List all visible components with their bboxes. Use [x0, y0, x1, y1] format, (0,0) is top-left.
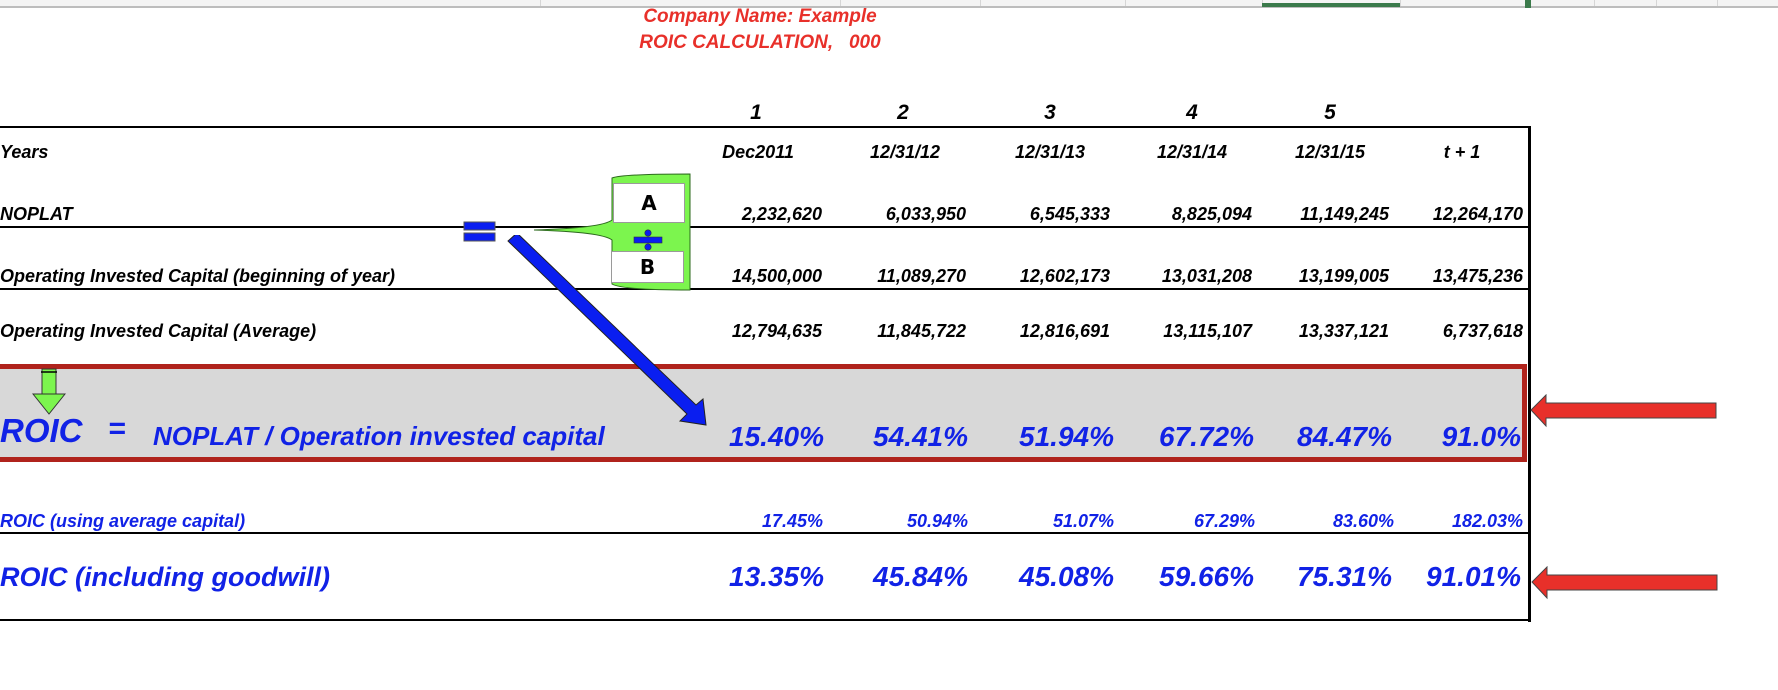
oic-average-value[interactable]: 13,115,107	[1163, 321, 1252, 341]
column-number: 4	[1186, 101, 1198, 124]
column-header-cell[interactable]	[540, 0, 841, 6]
noplat-value[interactable]: 11,149,245	[1300, 204, 1389, 224]
oic-beginning-value[interactable]: 13,475,236	[1432, 266, 1523, 286]
roic-value[interactable]: 15.40%	[729, 421, 824, 452]
roic-value[interactable]: 84.47%	[1297, 421, 1392, 452]
column-number: 5	[1324, 101, 1336, 124]
column-header-cell[interactable]	[1262, 0, 1401, 6]
oic-average-label: Operating Invested Capital (Average)	[0, 321, 317, 341]
left-arrow-icon	[1531, 565, 1721, 605]
roic-goodwill-value[interactable]: 45.08%	[1019, 561, 1114, 592]
column-header-cell[interactable]	[1125, 0, 1263, 6]
table-bottom-border	[0, 619, 1531, 621]
roic-goodwill-value[interactable]: 59.66%	[1159, 561, 1254, 592]
oic-average-value[interactable]: 12,816,691	[1019, 321, 1110, 341]
noplat-value[interactable]: 6,033,950	[885, 204, 966, 224]
roic-equals: =	[108, 412, 126, 445]
year-header: Dec2011	[722, 142, 794, 162]
roic-goodwill-value[interactable]: 91.01%	[1426, 561, 1521, 592]
year-header: 12/31/14	[1156, 142, 1228, 162]
table-top-border	[0, 126, 1531, 128]
oic-average-value[interactable]: 13,337,121	[1298, 321, 1389, 341]
report-title: ROIC CALCULATION, 000	[639, 32, 881, 53]
column-number: 3	[1044, 101, 1056, 124]
noplat-value[interactable]: 8,825,094	[1171, 204, 1252, 224]
column-number: 2	[897, 101, 909, 124]
oic-average-value[interactable]: 12,794,635	[731, 321, 822, 341]
year-header: 12/31/12	[869, 142, 941, 162]
table-right-border	[1528, 126, 1531, 622]
selection-handle[interactable]	[1525, 0, 1531, 8]
column-header-cell[interactable]	[0, 0, 541, 6]
column-header-cell[interactable]	[840, 0, 981, 6]
noplat-value[interactable]: 2,232,620	[741, 204, 822, 224]
numerator-box: A	[613, 183, 685, 223]
roic-goodwill-value[interactable]: 75.31%	[1297, 561, 1392, 592]
roic-goodwill-value[interactable]: 45.84%	[873, 561, 968, 592]
oic-average-value[interactable]: 6,737,618	[1442, 321, 1523, 341]
column-header-cell[interactable]	[1400, 0, 1529, 6]
selected-column-indicator	[1262, 3, 1400, 7]
diagonal-arrow-icon	[500, 232, 715, 435]
year-header: t + 1	[1443, 142, 1481, 162]
oic-beginning-value[interactable]: 13,031,208	[1161, 266, 1252, 286]
row-divider	[0, 288, 1531, 290]
row-divider	[0, 532, 1531, 534]
years-label: Years	[0, 142, 49, 162]
roic-average-value[interactable]: 51.07%	[1052, 511, 1114, 531]
noplat-value[interactable]: 12,264,170	[1432, 204, 1523, 224]
roic-average-value[interactable]: 17.45%	[761, 511, 823, 531]
company-title: Company Name: Example	[643, 6, 877, 27]
column-header-cell[interactable]	[980, 0, 1126, 6]
roic-average-value[interactable]: 83.60%	[1332, 511, 1394, 531]
noplat-value[interactable]: 6,545,333	[1029, 204, 1110, 224]
divide-icon	[633, 229, 663, 256]
column-header-cell[interactable]	[1534, 0, 1595, 6]
year-header: 12/31/15	[1294, 142, 1366, 162]
oic-beginning-value[interactable]: 14,500,000	[731, 266, 822, 286]
roic-value[interactable]: 51.94%	[1019, 421, 1114, 452]
year-header: 12/31/13	[1014, 142, 1086, 162]
roic-value[interactable]: 91.0%	[1441, 421, 1521, 452]
roic-highlight-box	[0, 364, 1527, 462]
oic-beginning-value[interactable]: 13,199,005	[1298, 266, 1389, 286]
roic-value[interactable]: 54.41%	[873, 421, 968, 452]
roic-average-value[interactable]: 67.29%	[1193, 511, 1255, 531]
roic-goodwill-value[interactable]: 13.35%	[729, 561, 824, 592]
roic-formula: NOPLAT / Operation invested capital	[153, 421, 605, 451]
equals-icon	[463, 221, 497, 250]
oic-beginning-label: Operating Invested Capital (beginning of…	[0, 266, 396, 286]
oic-beginning-value[interactable]: 11,089,270	[877, 266, 966, 286]
spreadsheet-column-header-strip	[0, 0, 1778, 8]
row-divider	[0, 226, 1531, 228]
left-arrow-icon	[1530, 393, 1720, 433]
oic-beginning-value[interactable]: 12,602,173	[1019, 266, 1110, 286]
down-arrow-icon	[31, 368, 67, 421]
denominator-box: B	[611, 251, 684, 283]
roic-average-label: ROIC (using average capital)	[0, 511, 246, 531]
roic-average-value[interactable]: 182.03%	[1451, 511, 1523, 531]
column-header-cell[interactable]	[1594, 0, 1657, 6]
roic-value[interactable]: 67.72%	[1159, 421, 1254, 452]
roic-average-value[interactable]: 50.94%	[906, 511, 968, 531]
column-number: 1	[750, 101, 762, 124]
column-header-cell[interactable]	[1656, 0, 1718, 6]
roic-label: ROIC	[0, 412, 83, 449]
oic-average-value[interactable]: 11,845,722	[877, 321, 966, 341]
noplat-label: NOPLAT	[0, 204, 73, 224]
roic-goodwill-label: ROIC (including goodwill)	[0, 562, 330, 592]
